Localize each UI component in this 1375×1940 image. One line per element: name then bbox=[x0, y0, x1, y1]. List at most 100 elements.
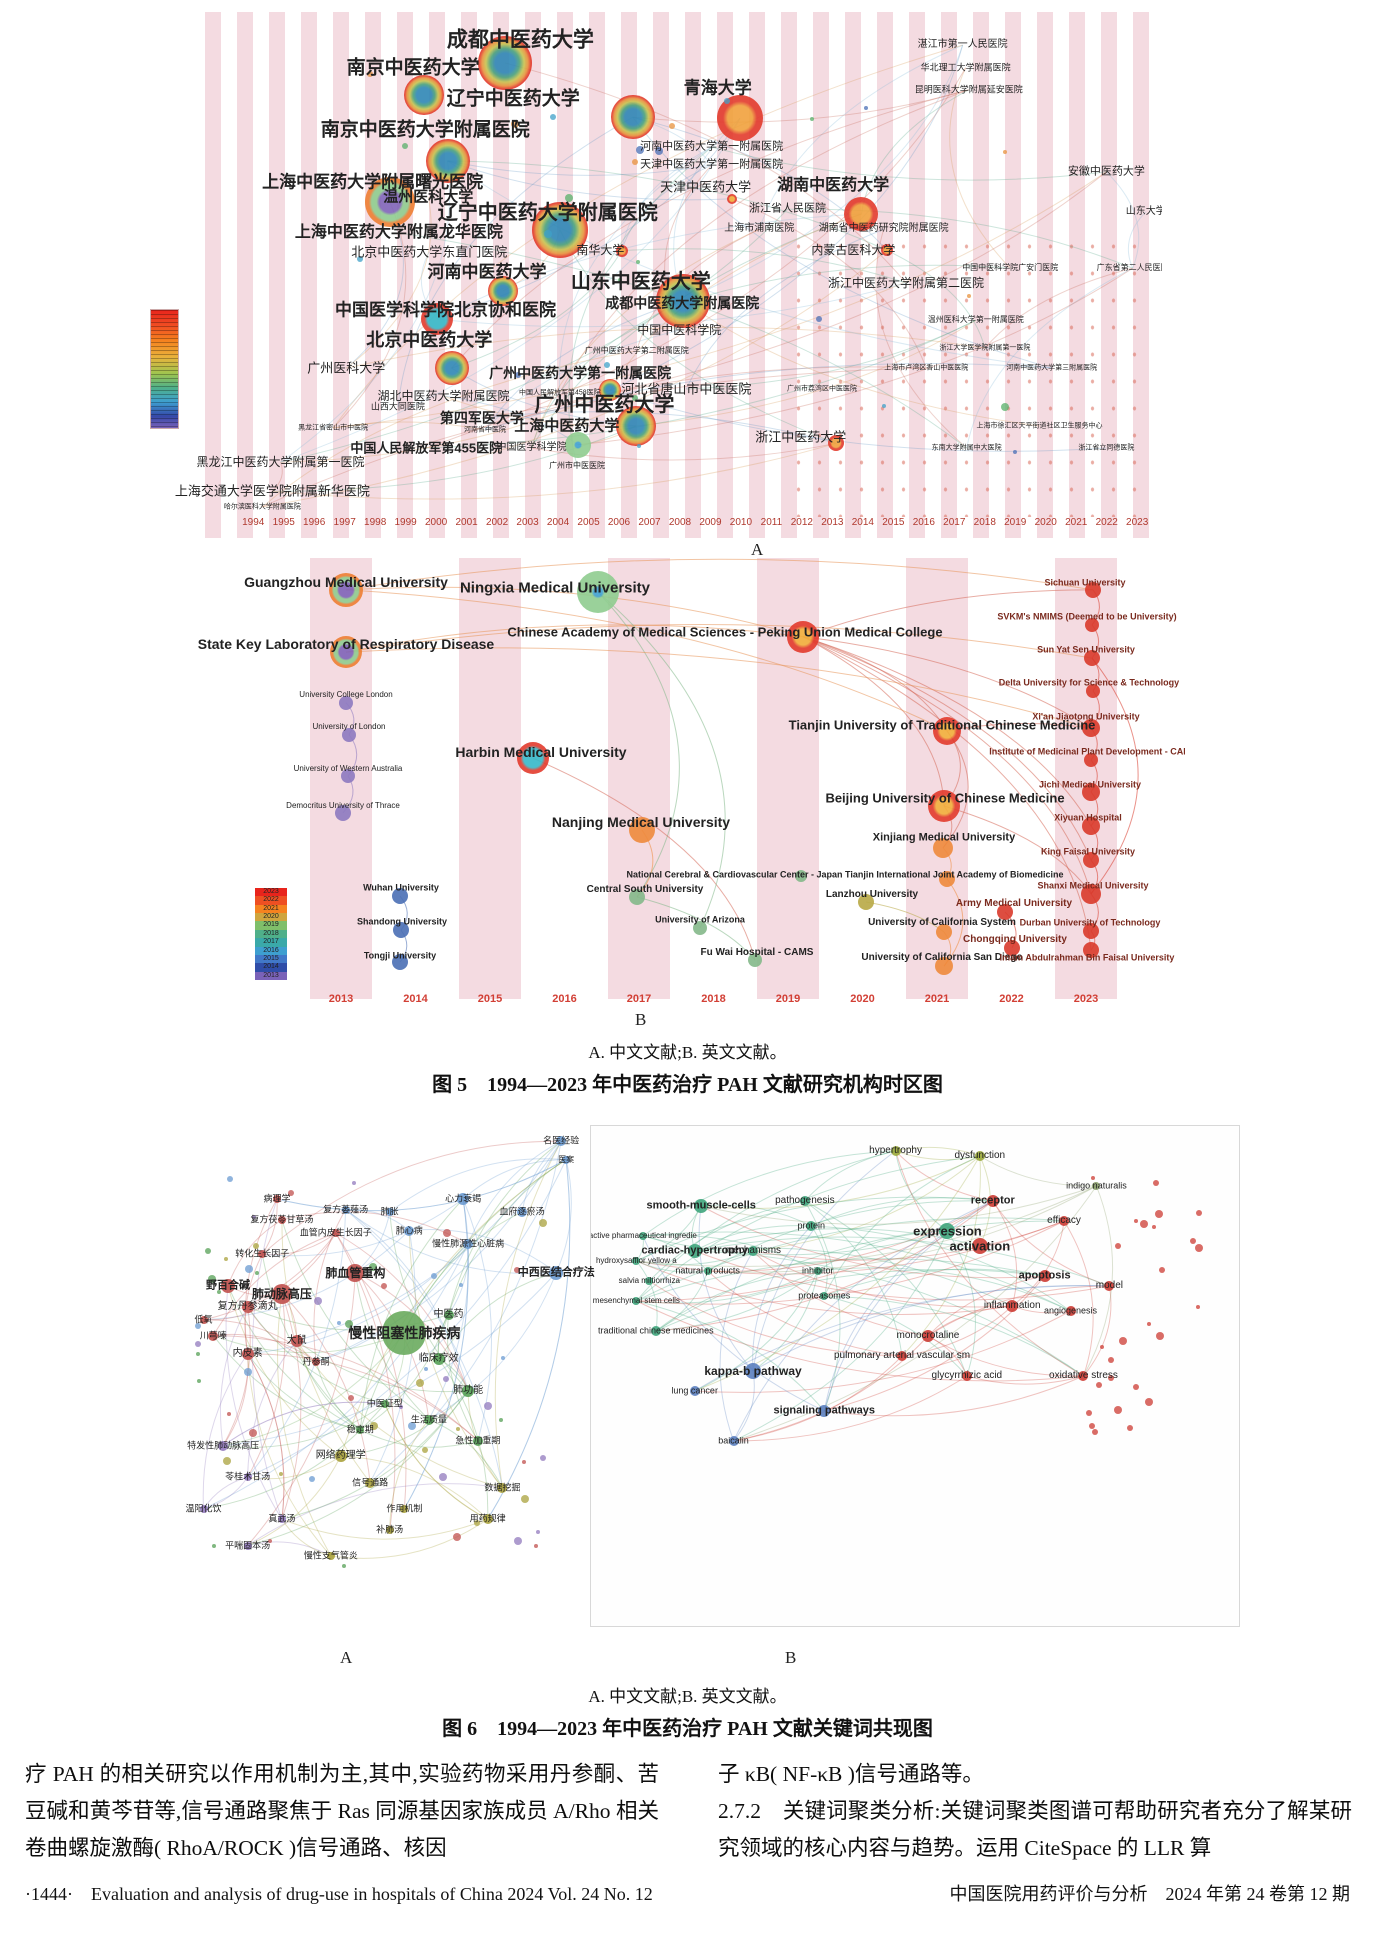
graph-dot bbox=[224, 1257, 229, 1262]
graph-node bbox=[890, 1146, 901, 1156]
graph-dot bbox=[369, 1422, 378, 1431]
graph-node-label: Central South University bbox=[586, 884, 704, 896]
graph-node bbox=[656, 273, 711, 328]
graph-dot bbox=[636, 444, 641, 449]
graph-node-label: Shandong University bbox=[356, 916, 448, 927]
graph-node-label: 数据挖掘 bbox=[484, 1482, 521, 1493]
graph-node-label: 中国人民解放军第455医院 bbox=[350, 440, 503, 456]
graph-dot bbox=[443, 1375, 450, 1382]
year-axis-label: 2019 bbox=[775, 992, 801, 1005]
year-axis-label: 1997 bbox=[333, 516, 356, 528]
graph-node bbox=[974, 1151, 985, 1161]
graph-node-label: 山西大同医院 bbox=[370, 401, 425, 412]
graph-node-label: 复方茯苓甘草汤 bbox=[250, 1214, 314, 1225]
graph-node-label: 肺功能 bbox=[453, 1384, 484, 1396]
graph-dot bbox=[521, 1460, 526, 1465]
graph-dot bbox=[254, 1271, 259, 1276]
graph-dot bbox=[1195, 1210, 1202, 1217]
graph-node-label: Nanjing Medical University bbox=[551, 813, 731, 830]
graph-node bbox=[423, 1414, 434, 1425]
graph-node-label: smooth-muscle-cells bbox=[646, 1199, 756, 1212]
edge-layer bbox=[130, 1115, 620, 1640]
footer-left-journal-en: ·1444· Evaluation and analysis of drug-u… bbox=[25, 1884, 653, 1904]
graph-dot bbox=[1133, 1218, 1138, 1223]
fig5b-letter: B bbox=[635, 1010, 647, 1029]
graph-node-label: Lanzhou University bbox=[825, 889, 919, 901]
graph-node-label: oxidative stress bbox=[1049, 1370, 1118, 1381]
graph-dot bbox=[1133, 1384, 1140, 1391]
graph-node bbox=[341, 1205, 350, 1214]
graph-node-label: indigo naturalis bbox=[1066, 1180, 1127, 1191]
graph-node-label: University of Western Australia bbox=[293, 763, 403, 773]
graph-node bbox=[687, 1244, 702, 1258]
graph-node bbox=[645, 1277, 654, 1285]
graph-node-label: 华北理工大学附属医院 bbox=[920, 62, 1011, 73]
graph-dot bbox=[483, 1402, 492, 1411]
graph-node-label: Army Medical University bbox=[955, 897, 1073, 909]
graph-dot bbox=[253, 1242, 260, 1249]
graph-node-label: 网络药理学 bbox=[315, 1450, 366, 1462]
graph-node bbox=[1092, 1182, 1101, 1190]
graph-node-label: 川芎嗪 bbox=[199, 1330, 227, 1340]
graph-node bbox=[404, 75, 445, 116]
graph-dot bbox=[863, 106, 868, 111]
graph-node-label: cardiac-hypertrophy bbox=[641, 1244, 748, 1257]
graph-dot bbox=[724, 98, 731, 105]
graph-dot bbox=[514, 1267, 521, 1274]
year-axis-label: 2002 bbox=[485, 516, 509, 528]
graph-dot bbox=[455, 1427, 460, 1432]
graph-node-label: model bbox=[1095, 1280, 1124, 1291]
graph-node-label: 山东大学 bbox=[1125, 205, 1162, 217]
year-axis-label: 2019 bbox=[1004, 516, 1027, 528]
year-axis-label: 2004 bbox=[546, 516, 570, 528]
legend-year-row: 2017 bbox=[255, 938, 287, 947]
graph-node bbox=[329, 572, 363, 607]
footer-right-journal-cn: 中国医院用药评价与分析 2024 年第 24 卷第 12 期 bbox=[949, 1884, 1351, 1904]
graph-dot bbox=[881, 404, 886, 409]
graph-node-label: 湖南中医药大学 bbox=[777, 177, 890, 195]
graph-node bbox=[346, 1263, 365, 1282]
graph-node bbox=[629, 817, 655, 844]
figure6-panel-a-keywords-chinese: 病理学 复方茯苓甘草汤 复方蒌薤汤 血管内皮生长因子 转化生长因子 肺血管重构 野百合碱 肺动… bbox=[130, 1115, 620, 1640]
fig6-sublegend: A. 中文文献;B. 英文文献。 bbox=[588, 1687, 787, 1706]
graph-node bbox=[341, 727, 356, 742]
legend-year-row: 2016 bbox=[255, 946, 287, 955]
graph-node bbox=[1083, 650, 1100, 667]
graph-node bbox=[472, 1435, 483, 1446]
graph-node-label: 上海市徐汇区天平街道社区卫生服务中心 bbox=[976, 422, 1103, 430]
graph-dot bbox=[336, 1321, 341, 1326]
graph-dot bbox=[415, 1379, 424, 1388]
graph-node-label: Xiyuan Hospital bbox=[1054, 812, 1122, 823]
graph-dot bbox=[244, 1367, 253, 1376]
graph-node bbox=[745, 1363, 761, 1379]
graph-node-label: 生活质量 bbox=[410, 1414, 447, 1424]
graph-node-label: 温州医科大学 bbox=[383, 188, 474, 206]
fig5-title: 图 5 1994—2023 年中医药治疗 PAH 文献研究机构时区图 bbox=[432, 1074, 943, 1096]
year-axis-label: 2003 bbox=[516, 516, 539, 528]
year-axis-label: 2022 bbox=[999, 992, 1024, 1005]
graph-dot bbox=[632, 159, 639, 166]
graph-node-label: lung cancer bbox=[671, 1385, 718, 1396]
graph-node bbox=[933, 837, 953, 858]
graph-node bbox=[208, 1330, 219, 1341]
graph-node bbox=[577, 571, 619, 614]
graph-node-label: 湖南省中医药研究院附属医院 bbox=[818, 223, 949, 235]
graph-node bbox=[615, 244, 628, 257]
graph-dot bbox=[668, 123, 675, 130]
graph-dot bbox=[1144, 1398, 1153, 1407]
graph-node bbox=[880, 244, 893, 257]
figure5-panel-b-timezone-english: Guangzhou Medical University State Key La… bbox=[185, 558, 1185, 1013]
graph-dot bbox=[226, 1176, 233, 1183]
graph-node bbox=[271, 1283, 292, 1304]
graph-node bbox=[828, 435, 845, 452]
graph-dot bbox=[533, 1544, 538, 1549]
graph-node bbox=[610, 95, 655, 140]
graph-node bbox=[1080, 883, 1101, 904]
graph-node-label: Guangzhou Medical University bbox=[244, 573, 448, 590]
graph-node-label: 上海市浦南医院 bbox=[724, 223, 795, 235]
graph-dot bbox=[245, 1265, 254, 1274]
graph-node-label: 广州中医药大学第一附属医院 bbox=[489, 364, 672, 381]
graph-node-label: active pharmaceutical ingredie bbox=[590, 1231, 697, 1240]
graph-dot bbox=[227, 1411, 232, 1416]
graph-node-label: 苓桂术甘汤 bbox=[225, 1471, 271, 1482]
